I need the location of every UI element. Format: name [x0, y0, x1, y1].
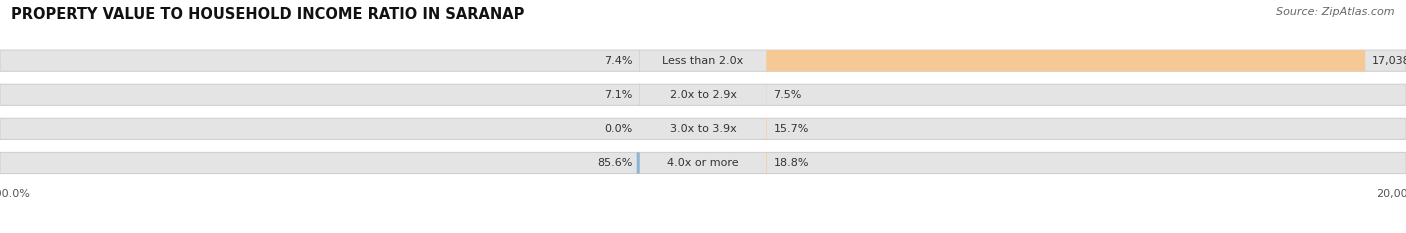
FancyBboxPatch shape — [0, 84, 1406, 105]
Text: 18.8%: 18.8% — [773, 158, 810, 168]
Text: 4.0x or more: 4.0x or more — [668, 158, 738, 168]
FancyBboxPatch shape — [766, 50, 1365, 71]
Text: 85.6%: 85.6% — [598, 158, 633, 168]
Text: Source: ZipAtlas.com: Source: ZipAtlas.com — [1277, 7, 1395, 17]
Text: 15.7%: 15.7% — [773, 124, 810, 134]
Text: 17,038.3%: 17,038.3% — [1372, 56, 1406, 66]
Text: 7.1%: 7.1% — [605, 90, 633, 100]
Text: 0.0%: 0.0% — [605, 124, 633, 134]
Text: 3.0x to 3.9x: 3.0x to 3.9x — [669, 124, 737, 134]
Text: Less than 2.0x: Less than 2.0x — [662, 56, 744, 66]
Text: 7.4%: 7.4% — [605, 56, 633, 66]
Text: 7.5%: 7.5% — [773, 90, 801, 100]
FancyBboxPatch shape — [0, 118, 1406, 140]
Text: 2.0x to 2.9x: 2.0x to 2.9x — [669, 90, 737, 100]
Text: PROPERTY VALUE TO HOUSEHOLD INCOME RATIO IN SARANAP: PROPERTY VALUE TO HOUSEHOLD INCOME RATIO… — [11, 7, 524, 22]
FancyBboxPatch shape — [0, 50, 1406, 71]
FancyBboxPatch shape — [0, 152, 1406, 174]
FancyBboxPatch shape — [637, 152, 640, 174]
